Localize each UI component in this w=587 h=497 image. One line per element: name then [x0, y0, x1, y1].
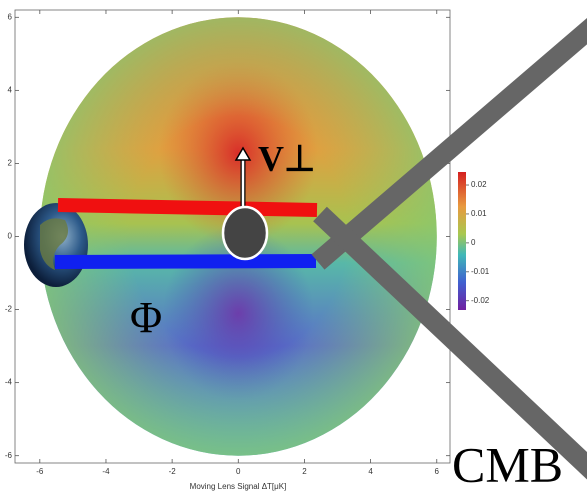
- axes: -6 -4 -2 0 2 4 6 -6 -4 -2 0 2 4 6: [5, 10, 450, 476]
- red-beam: [57, 198, 318, 217]
- x-tick-label: -2: [169, 467, 177, 476]
- cmb-ray: [313, 206, 587, 480]
- y-tick-label: -2: [5, 305, 13, 314]
- cmb-ray: [311, 17, 587, 270]
- velocity-label: V⊥: [258, 138, 315, 178]
- x-tick-label: 4: [368, 467, 373, 476]
- x-tick-label: 0: [236, 467, 241, 476]
- y-tick-label: 4: [8, 85, 13, 94]
- y-tick-label: -4: [5, 378, 13, 387]
- blue-beam: [54, 254, 317, 269]
- earth-land: [40, 218, 69, 270]
- y-tick-label: 6: [8, 12, 13, 21]
- x-tick-label: 6: [435, 467, 440, 476]
- x-tick-label: -6: [36, 467, 44, 476]
- y-tick-label: -6: [5, 451, 13, 460]
- x-tick-label: 2: [302, 467, 307, 476]
- colorbar-tick-label: 0.01: [471, 209, 487, 218]
- y-tick-label: 2: [8, 159, 13, 168]
- x-tick-label: -4: [102, 467, 110, 476]
- colorbar-tick-label: -0.02: [471, 296, 490, 305]
- potential-label: Φ: [130, 293, 162, 342]
- colorbar-tick-label: 0.02: [471, 180, 487, 189]
- lens-body: [221, 205, 269, 261]
- y-tick-label: 0: [8, 232, 13, 241]
- colorbar-tick-label: -0.01: [471, 267, 490, 276]
- cmb-label: CMB: [452, 436, 563, 492]
- colorbar-tick-label: 0: [471, 238, 476, 247]
- x-axis-label: Moving Lens Signal ΔT[μK]: [190, 482, 287, 491]
- colorbar: [458, 172, 466, 310]
- arrow-head: [234, 146, 252, 161]
